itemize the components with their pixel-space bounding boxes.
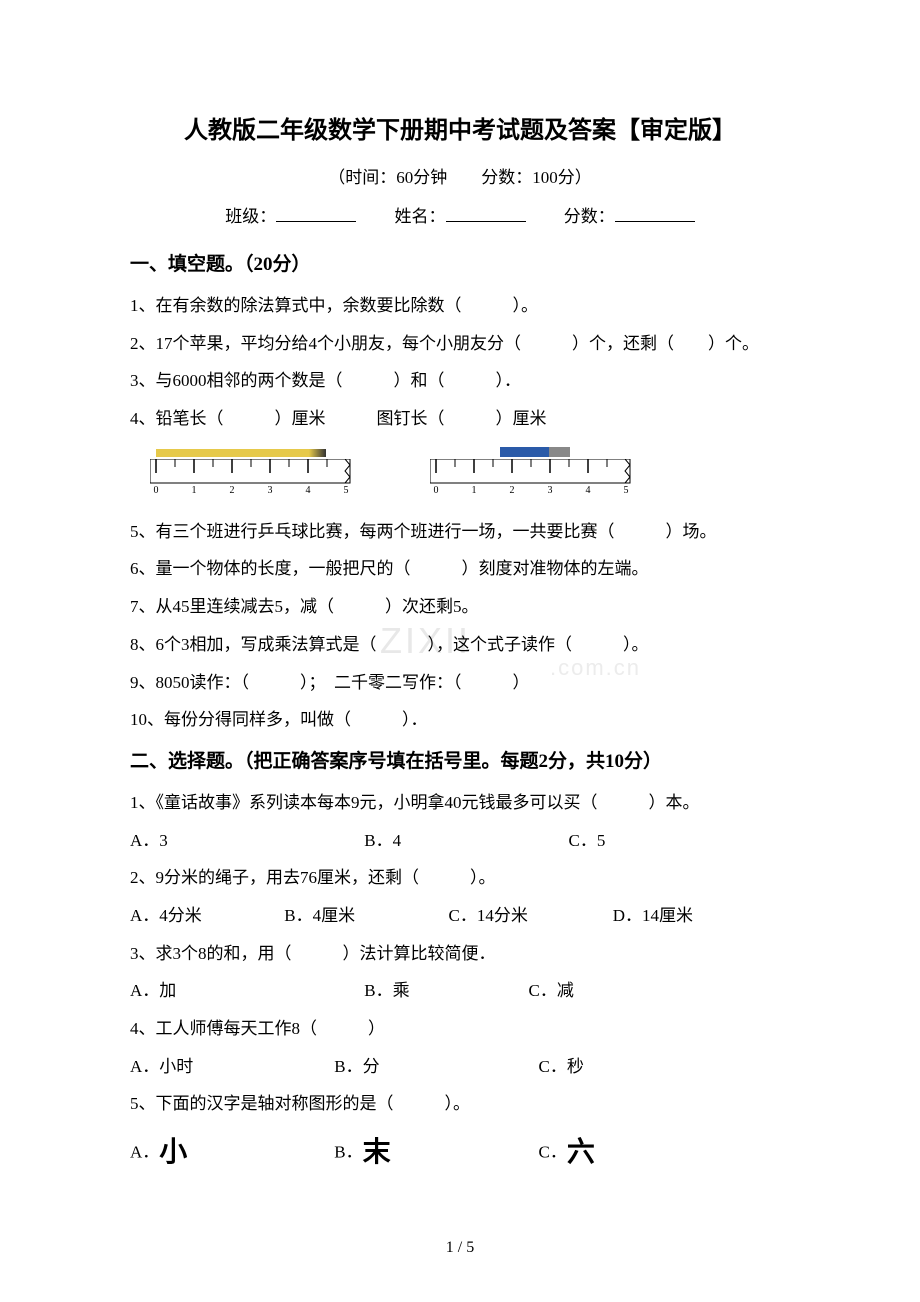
svg-text:3: 3: [268, 485, 273, 495]
q2-2: 2、9分米的绳子，用去76厘米，还剩（ ）。: [130, 860, 790, 896]
q2-5-opt-b: B．末: [334, 1124, 534, 1183]
svg-text:1: 1: [472, 485, 477, 495]
opt-b-prefix: B．: [334, 1142, 362, 1161]
score-label: 分数：: [564, 207, 615, 226]
q2-3-opt-a: A．加: [130, 973, 360, 1009]
svg-text:2: 2: [230, 485, 235, 495]
page-title: 人教版二年级数学下册期中考试题及答案【审定版】: [130, 110, 790, 145]
q2-4-opt-c: C．秒: [539, 1049, 699, 1085]
q2-2-opt-a: A．4分米: [130, 898, 280, 934]
q2-5-options: A．小 B．末 C．六: [130, 1124, 790, 1183]
ruler-images: 0 1 2 3 4 5 0: [150, 447, 790, 500]
document-content: 人教版二年级数学下册期中考试题及答案【审定版】 （时间：60分钟 分数：100分…: [130, 110, 790, 1183]
q2-4-opt-b: B．分: [334, 1049, 534, 1085]
q2-5: 5、下面的汉字是轴对称图形的是（ ）。: [130, 1086, 790, 1122]
svg-text:2: 2: [510, 485, 515, 495]
score-blank: [615, 205, 695, 222]
svg-text:4: 4: [586, 485, 591, 495]
pencil-icon: [156, 449, 326, 457]
q2-4: 4、工人师傅每天工作8（ ）: [130, 1011, 790, 1047]
q1-6: 6、量一个物体的长度，一般把尺的（ ）刻度对准物体的左端。: [130, 551, 790, 587]
opt-a-prefix: A．: [130, 1142, 159, 1161]
q2-5-opt-a: A．小: [130, 1124, 330, 1183]
q1-2: 2、17个苹果，平均分给4个小朋友，每个小朋友分（ ）个，还剩（ ）个。: [130, 326, 790, 362]
q1-10: 10、每份分得同样多，叫做（ ）．: [130, 702, 790, 738]
svg-text:5: 5: [624, 485, 629, 495]
q1-1: 1、在有余数的除法算式中，余数要比除数（ ）。: [130, 288, 790, 324]
q2-2-options: A．4分米 B．4厘米 C．14分米 D．14厘米: [130, 898, 790, 934]
q2-2-opt-d: D．14厘米: [613, 906, 693, 925]
student-info-line: 班级： 姓名： 分数：: [130, 202, 790, 227]
pushpin-ruler: 0 1 2 3 4 5: [430, 447, 650, 500]
char-mo: 末: [363, 1137, 391, 1168]
q2-1-opt-c: C．5: [569, 823, 606, 859]
q2-4-options: A．小时 B．分 C．秒: [130, 1049, 790, 1085]
char-liu: 六: [567, 1137, 595, 1168]
svg-text:5: 5: [344, 485, 349, 495]
class-label: 班级：: [225, 207, 276, 226]
svg-text:1: 1: [192, 485, 197, 495]
svg-text:4: 4: [306, 485, 311, 495]
q2-1: 1、《童话故事》系列读本每本9元，小明拿40元钱最多可以买（ ）本。: [130, 785, 790, 821]
ruler-svg-1: 0 1 2 3 4 5: [150, 459, 370, 495]
svg-text:3: 3: [548, 485, 553, 495]
q2-3-options: A．加 B．乘 C．减: [130, 973, 790, 1009]
opt-c-prefix: C．: [539, 1142, 567, 1161]
q2-5-opt-c: C．六: [539, 1124, 699, 1183]
q2-2-opt-b: B．4厘米: [284, 898, 444, 934]
q2-1-options: A．3 B．4 C．5: [130, 823, 790, 859]
q2-3-opt-c: C．减: [529, 981, 574, 1000]
q2-3-opt-b: B．乘: [364, 973, 524, 1009]
section-1-header: 一、填空题。（20分）: [130, 249, 790, 276]
name-label: 姓名：: [395, 207, 446, 226]
q2-1-opt-a: A．3: [130, 823, 360, 859]
q2-4-opt-a: A．小时: [130, 1049, 330, 1085]
class-blank: [276, 205, 356, 222]
page-number: 1 / 5: [0, 1239, 920, 1257]
section-2-header: 二、选择题。（把正确答案序号填在括号里。每题2分，共10分）: [130, 746, 790, 773]
q1-8: 8、6个3相加，写成乘法算式是（ ），这个式子读作（ ）。: [130, 627, 790, 663]
exam-info: （时间：60分钟 分数：100分）: [130, 163, 790, 188]
q1-9: 9、8050读作：（ ）； 二千零二写作：（ ）: [130, 665, 790, 701]
q2-3: 3、求3个8的和，用（ ）法计算比较简便．: [130, 936, 790, 972]
pencil-ruler: 0 1 2 3 4 5: [150, 449, 370, 500]
q2-1-opt-b: B．4: [364, 823, 564, 859]
char-xiao: 小: [159, 1137, 187, 1168]
pushpin-icon: [500, 447, 570, 457]
q1-3: 3、与6000相邻的两个数是（ ）和（ ）．: [130, 363, 790, 399]
name-blank: [446, 205, 526, 222]
ruler-svg-2: 0 1 2 3 4 5: [430, 459, 650, 495]
svg-text:0: 0: [434, 485, 439, 495]
q1-4: 4、铅笔长（ ）厘米 图钉长（ ）厘米: [130, 401, 790, 437]
svg-text:0: 0: [154, 485, 159, 495]
q1-5: 5、有三个班进行乒乓球比赛，每两个班进行一场，一共要比赛（ ）场。: [130, 514, 790, 550]
q2-2-opt-c: C．14分米: [449, 898, 609, 934]
q1-7: 7、从45里连续减去5，减（ ）次还剩5。: [130, 589, 790, 625]
